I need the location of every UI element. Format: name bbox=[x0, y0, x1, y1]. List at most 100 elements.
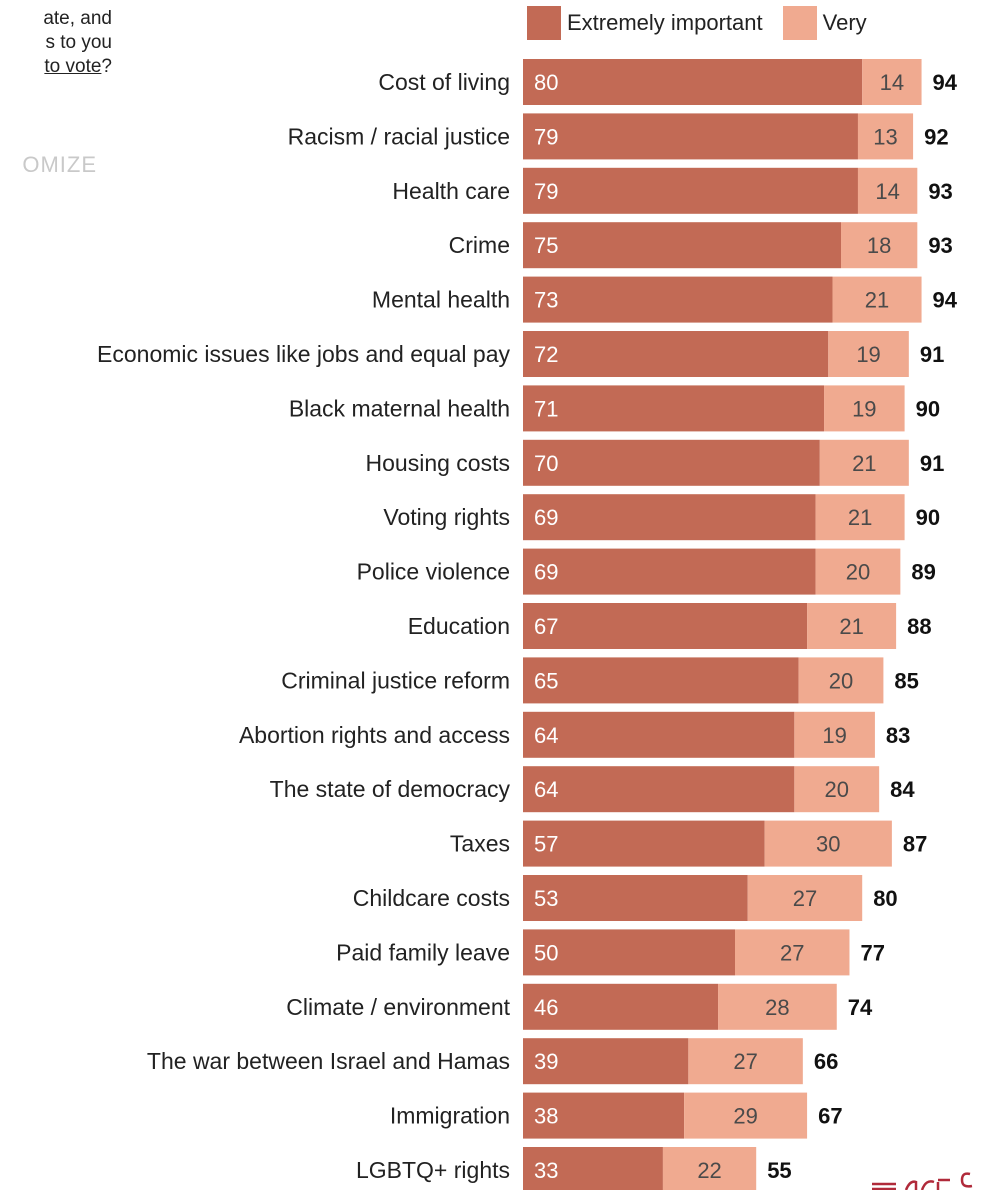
bar-very-important bbox=[735, 929, 850, 976]
bar-extremely-important bbox=[523, 983, 719, 1030]
bar-very-important bbox=[815, 548, 901, 595]
total-label: 89 bbox=[911, 560, 935, 585]
value-label-extremely: 79 bbox=[534, 124, 558, 149]
value-label-very: 19 bbox=[822, 723, 846, 748]
bar-very-important bbox=[828, 331, 909, 377]
category-label: Crime bbox=[449, 232, 510, 258]
category-label: Police violence bbox=[357, 559, 510, 585]
value-label-very: 27 bbox=[733, 1049, 757, 1074]
bar-very-important bbox=[684, 1092, 808, 1139]
bar-very-important bbox=[815, 494, 905, 541]
bar-extremely-important bbox=[523, 1038, 689, 1085]
value-label-extremely: 64 bbox=[534, 723, 558, 748]
category-label: Immigration bbox=[390, 1103, 510, 1129]
value-label-extremely: 72 bbox=[534, 342, 558, 367]
intro-line-2: s to you bbox=[45, 32, 112, 53]
category-label: Abortion rights and access bbox=[239, 722, 510, 748]
value-label-very: 19 bbox=[852, 396, 876, 421]
category-label: Education bbox=[408, 613, 510, 639]
bar-very-important bbox=[798, 657, 884, 704]
total-label: 90 bbox=[916, 396, 940, 421]
bar-very-important bbox=[764, 820, 892, 867]
value-label-very: 19 bbox=[856, 342, 880, 367]
value-label-very: 28 bbox=[765, 995, 789, 1020]
bar-very-important bbox=[819, 439, 909, 486]
total-label: 93 bbox=[928, 233, 952, 258]
intro-line-1: ate, and bbox=[43, 8, 112, 29]
category-label: Black maternal health bbox=[289, 395, 510, 421]
bar-very-important bbox=[857, 167, 918, 214]
value-label-extremely: 71 bbox=[534, 396, 558, 421]
bar-extremely-important bbox=[523, 494, 816, 541]
value-label-very: 18 bbox=[867, 233, 891, 258]
bar-very-important bbox=[718, 983, 837, 1030]
value-label-extremely: 57 bbox=[534, 832, 558, 857]
bar-very-important bbox=[824, 385, 905, 432]
category-label: Economic issues like jobs and equal pay bbox=[97, 341, 510, 367]
total-label: 77 bbox=[860, 940, 884, 965]
category-label: Racism / racial justice bbox=[288, 123, 510, 149]
value-label-extremely: 69 bbox=[534, 560, 558, 585]
value-label-extremely: 69 bbox=[534, 505, 558, 530]
total-label: 91 bbox=[920, 451, 944, 476]
category-label: Criminal justice reform bbox=[281, 667, 510, 693]
bar-extremely-important bbox=[523, 875, 748, 921]
category-label: Health care bbox=[392, 178, 510, 204]
total-label: 80 bbox=[873, 886, 897, 911]
value-label-extremely: 80 bbox=[534, 70, 558, 95]
bar-very-important bbox=[807, 603, 897, 649]
value-label-very: 20 bbox=[829, 668, 853, 693]
value-label-extremely: 39 bbox=[534, 1049, 558, 1074]
value-label-very: 27 bbox=[793, 886, 817, 911]
legend-label-very: Very bbox=[822, 10, 867, 35]
legend-swatch-extremely bbox=[527, 6, 561, 40]
category-label: The state of democracy bbox=[270, 776, 511, 802]
value-label-very: 21 bbox=[848, 505, 872, 530]
vote-link[interactable]: to vote bbox=[44, 56, 102, 77]
value-label-very: 30 bbox=[816, 832, 840, 857]
total-label: 93 bbox=[928, 179, 952, 204]
total-label: 55 bbox=[767, 1158, 791, 1183]
bar-extremely-important bbox=[523, 276, 833, 323]
bar-extremely-important bbox=[523, 766, 795, 813]
bar-extremely-important bbox=[523, 113, 858, 160]
value-label-very: 22 bbox=[697, 1158, 721, 1183]
bar-extremely-important bbox=[523, 548, 816, 595]
total-label: 92 bbox=[924, 124, 948, 149]
bar-very-important bbox=[688, 1038, 803, 1085]
bar-very-important bbox=[794, 766, 880, 813]
category-label: Taxes bbox=[450, 831, 510, 857]
value-label-very: 21 bbox=[865, 288, 889, 313]
category-label: Cost of living bbox=[378, 69, 510, 95]
bar-extremely-important bbox=[523, 711, 795, 758]
total-label: 91 bbox=[920, 342, 944, 367]
bar-extremely-important bbox=[523, 929, 735, 976]
total-label: 66 bbox=[814, 1049, 838, 1074]
customize-button[interactable]: OMIZE bbox=[0, 152, 97, 184]
bar-extremely-important bbox=[523, 385, 825, 432]
total-label: 90 bbox=[916, 505, 940, 530]
value-label-extremely: 65 bbox=[534, 668, 558, 693]
bar-extremely-important bbox=[523, 1147, 663, 1190]
bar-very-important bbox=[862, 59, 922, 105]
value-label-very: 14 bbox=[880, 70, 904, 95]
total-label: 94 bbox=[933, 70, 958, 95]
total-label: 83 bbox=[886, 723, 910, 748]
total-label: 74 bbox=[848, 995, 873, 1020]
category-label: Childcare costs bbox=[353, 885, 510, 911]
value-label-very: 29 bbox=[733, 1104, 757, 1129]
value-label-very: 21 bbox=[839, 614, 863, 639]
value-label-extremely: 79 bbox=[534, 179, 558, 204]
value-label-very: 21 bbox=[852, 451, 876, 476]
intro-text: ate, and s to you to vote? bbox=[0, 0, 130, 110]
bar-extremely-important bbox=[523, 1092, 685, 1139]
total-label: 84 bbox=[890, 777, 915, 802]
category-label: Housing costs bbox=[366, 450, 510, 476]
chart-legend: Extremely important Very bbox=[527, 6, 887, 40]
intro-line-3-end: ? bbox=[101, 56, 112, 77]
bar-very-important bbox=[794, 711, 875, 758]
bar-extremely-important bbox=[523, 603, 808, 649]
value-label-very: 13 bbox=[873, 124, 897, 149]
value-label-extremely: 50 bbox=[534, 940, 558, 965]
bar-extremely-important bbox=[523, 331, 829, 377]
